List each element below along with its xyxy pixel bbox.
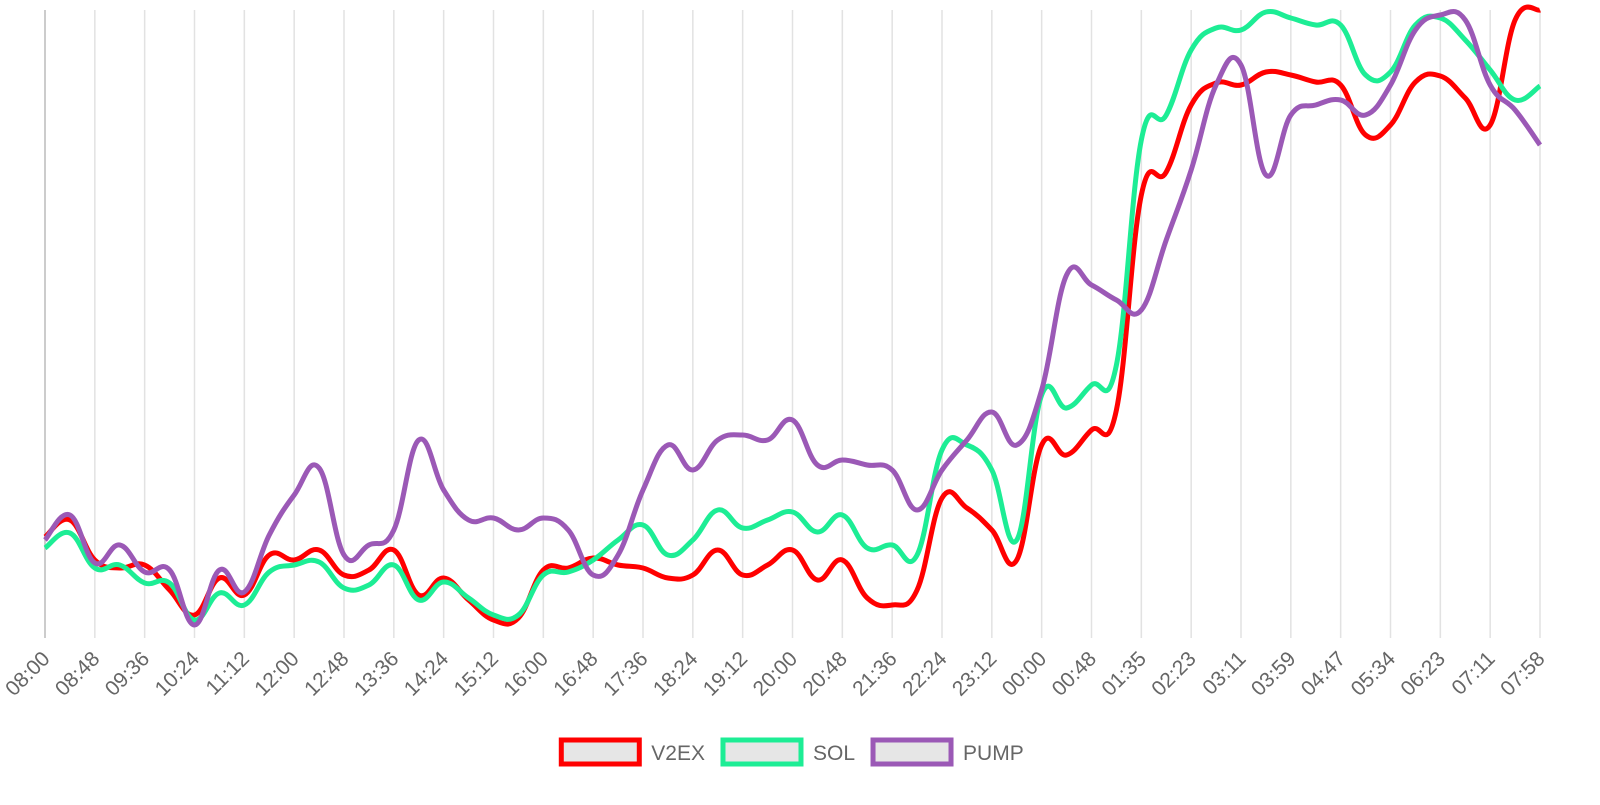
x-tick-label: 15:12 bbox=[450, 647, 503, 700]
series-line bbox=[43, 9, 1543, 628]
x-tick-label: 23:12 bbox=[948, 647, 1001, 700]
x-tick-label: 12:00 bbox=[250, 647, 303, 700]
x-tick-label: 21:36 bbox=[848, 647, 901, 700]
x-tick-label: 11:12 bbox=[202, 647, 254, 699]
x-tick-label: 13:36 bbox=[350, 647, 403, 700]
x-tick-label: 08:48 bbox=[51, 647, 104, 700]
x-tick-label: 20:48 bbox=[798, 647, 851, 700]
legend-swatch[interactable] bbox=[870, 737, 954, 767]
legend-label[interactable]: PUMP bbox=[963, 742, 1024, 765]
x-tick-label: 08:00 bbox=[1, 647, 54, 700]
x-tick-label: 10:24 bbox=[151, 647, 205, 701]
legend-swatch[interactable] bbox=[720, 737, 804, 767]
x-tick-label: 17:36 bbox=[599, 647, 652, 700]
x-tick-label: 07:11 bbox=[1447, 647, 1499, 699]
legend-label[interactable]: V2EX bbox=[651, 742, 705, 765]
x-tick-label: 00:48 bbox=[1048, 647, 1101, 700]
x-tick-label: 01:35 bbox=[1097, 647, 1150, 700]
x-tick-label: 02:23 bbox=[1147, 647, 1200, 700]
x-tick-label: 22:24 bbox=[898, 647, 952, 701]
x-tick-label: 05:34 bbox=[1347, 647, 1401, 701]
x-tick-label: 07:58 bbox=[1496, 647, 1549, 700]
legend-item[interactable]: SOL bbox=[720, 737, 855, 767]
series-line bbox=[43, 4, 1541, 627]
x-tick-label: 00:00 bbox=[998, 647, 1051, 700]
x-tick-label: 12:48 bbox=[300, 647, 353, 700]
legend-swatch[interactable] bbox=[558, 737, 642, 767]
x-tick-label: 16:00 bbox=[499, 647, 552, 700]
x-tick-label: 03:59 bbox=[1247, 647, 1300, 700]
x-tick-label: 18:24 bbox=[649, 647, 703, 701]
x-tick-label: 04:47 bbox=[1297, 647, 1350, 700]
x-tick-label: 16:48 bbox=[549, 647, 602, 700]
x-tick-label: 09:36 bbox=[101, 647, 154, 700]
x-tick-label: 20:00 bbox=[749, 647, 802, 700]
legend-item[interactable]: V2EX bbox=[558, 737, 705, 767]
x-tick-label: 06:23 bbox=[1396, 647, 1449, 700]
x-tick-label: 19:12 bbox=[699, 647, 752, 700]
x-tick-label: 14:24 bbox=[400, 647, 454, 701]
legend-item[interactable]: PUMP bbox=[870, 737, 1024, 767]
series-line bbox=[43, 8, 1542, 623]
legend-label[interactable]: SOL bbox=[813, 742, 855, 765]
x-tick-label: 03:11 bbox=[1198, 647, 1250, 699]
